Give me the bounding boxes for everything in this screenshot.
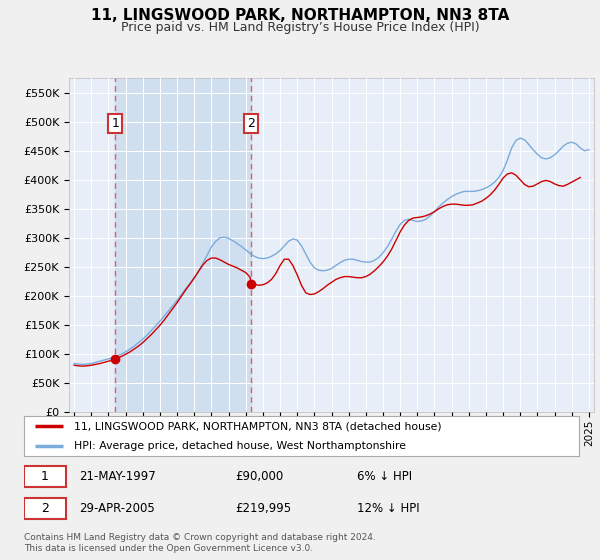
Text: Price paid vs. HM Land Registry’s House Price Index (HPI): Price paid vs. HM Land Registry’s House … [121,21,479,34]
Text: 29-APR-2005: 29-APR-2005 [79,502,155,515]
FancyBboxPatch shape [24,466,65,487]
Text: 1: 1 [41,470,49,483]
Text: 11, LINGSWOOD PARK, NORTHAMPTON, NN3 8TA (detached house): 11, LINGSWOOD PARK, NORTHAMPTON, NN3 8TA… [74,421,442,431]
Text: 12% ↓ HPI: 12% ↓ HPI [357,502,419,515]
Text: £90,000: £90,000 [235,470,283,483]
Text: 6% ↓ HPI: 6% ↓ HPI [357,470,412,483]
Text: 2: 2 [247,117,255,130]
Text: 11, LINGSWOOD PARK, NORTHAMPTON, NN3 8TA: 11, LINGSWOOD PARK, NORTHAMPTON, NN3 8TA [91,8,509,24]
Text: Contains HM Land Registry data © Crown copyright and database right 2024.
This d: Contains HM Land Registry data © Crown c… [24,533,376,553]
Bar [115,78,251,412]
FancyBboxPatch shape [24,498,65,519]
Text: 21-MAY-1997: 21-MAY-1997 [79,470,156,483]
Text: HPI: Average price, detached house, West Northamptonshire: HPI: Average price, detached house, West… [74,441,406,451]
Text: 1: 1 [111,117,119,130]
Text: 2: 2 [41,502,49,515]
Text: £219,995: £219,995 [235,502,291,515]
